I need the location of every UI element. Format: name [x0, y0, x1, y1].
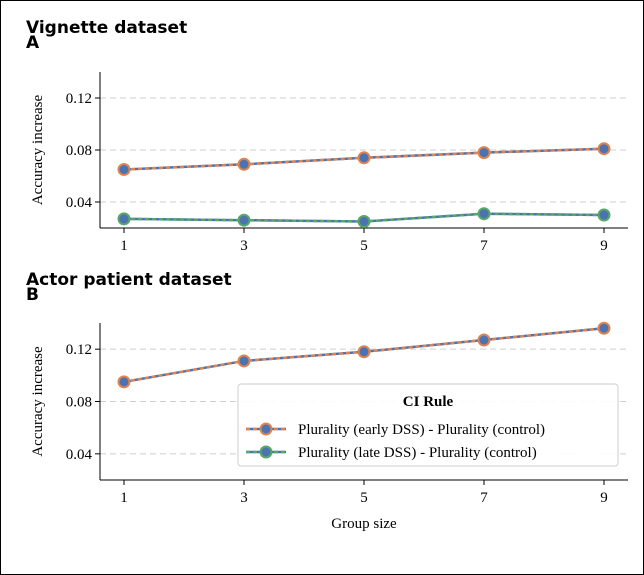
- point: [597, 321, 611, 335]
- point: [237, 157, 251, 171]
- y-axis-label: Accuracy increase: [30, 346, 46, 457]
- x-tick-label: 5: [360, 238, 368, 254]
- x-tick-label: 7: [480, 490, 488, 506]
- x-tick-label: 1: [120, 238, 128, 254]
- point: [477, 207, 491, 221]
- x-tick-label: 1: [120, 490, 128, 506]
- point: [597, 142, 611, 156]
- point: [237, 354, 251, 368]
- legend-marker: [259, 445, 273, 459]
- point: [357, 345, 371, 359]
- point: [117, 375, 131, 389]
- legend-box: [237, 383, 619, 467]
- x-tick-label: 7: [480, 238, 488, 254]
- y-tick-label: 0.08: [66, 395, 92, 411]
- x-axis-label: Group size: [331, 516, 397, 532]
- point: [357, 151, 371, 165]
- y-tick-label: 0.12: [66, 342, 92, 358]
- y-tick-label: 0.04: [66, 447, 93, 463]
- chart-title: Vignette dataset: [26, 18, 187, 38]
- legend-title: CI Rule: [403, 394, 454, 410]
- y-tick-label: 0.08: [66, 143, 92, 159]
- point: [237, 213, 251, 227]
- panel-label: A: [26, 33, 40, 53]
- x-tick-label: 3: [240, 238, 248, 254]
- x-tick-label: 3: [240, 490, 248, 506]
- legend-label: Plurality (late DSS) - Plurality (contro…: [298, 445, 537, 461]
- point: [597, 208, 611, 222]
- point: [477, 333, 491, 347]
- legend-label: Plurality (early DSS) - Plurality (contr…: [298, 422, 545, 438]
- y-tick-label: 0.04: [66, 195, 93, 211]
- point: [117, 212, 131, 226]
- point: [117, 163, 131, 176]
- series-line: [123, 326, 605, 384]
- point: [477, 146, 491, 160]
- chart-title: Actor patient dataset: [26, 270, 232, 290]
- x-tick-label: 5: [360, 490, 368, 506]
- y-tick-label: 0.12: [66, 91, 92, 107]
- x-tick-label: 9: [600, 238, 608, 254]
- y-axis-label: Accuracy increase: [30, 94, 46, 205]
- point: [357, 215, 371, 228]
- x-tick-label: 9: [600, 490, 608, 506]
- panel-label: B: [26, 285, 39, 305]
- legend-marker: [259, 422, 273, 436]
